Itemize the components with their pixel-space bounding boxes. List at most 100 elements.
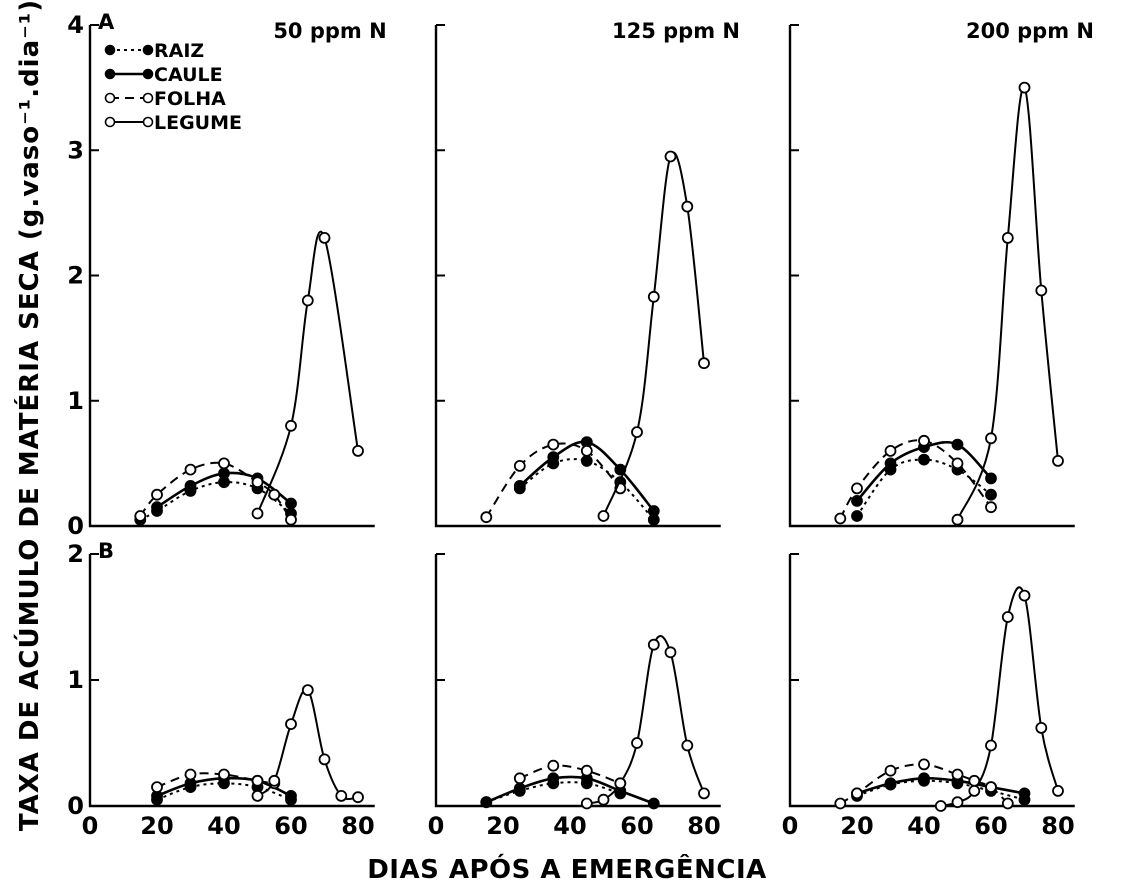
data-point-folha <box>184 463 197 476</box>
data-point-legume <box>268 774 281 787</box>
x-tick-label: 0 <box>82 812 99 840</box>
data-point-legume <box>597 793 610 806</box>
data-point-legume <box>318 753 331 766</box>
series-line-caule <box>485 775 655 805</box>
data-point-caule <box>218 467 230 480</box>
x-tick-label: 20 <box>486 812 519 840</box>
legend-label: CAULE <box>154 64 223 86</box>
data-point-folha <box>547 438 560 451</box>
data-point-caule <box>1018 787 1031 800</box>
data-point-legume <box>1035 284 1048 297</box>
series-line-folha <box>139 461 292 521</box>
series-line-raiz <box>856 458 992 517</box>
y-tick-label: 0 <box>67 792 84 820</box>
data-point-legume <box>934 800 947 812</box>
legend-marker <box>142 44 154 56</box>
axes-a-2: 125 ppm N <box>434 19 740 528</box>
panel-letter-b: B <box>98 539 114 563</box>
panel-a-125-ppm-n <box>480 150 710 526</box>
data-point-legume <box>285 718 297 730</box>
data-point-folha <box>151 781 163 793</box>
column-title: 50 ppm N <box>273 19 386 43</box>
axes-b-3: 0 20 40 60 80 <box>782 553 1075 840</box>
data-point-raiz <box>580 454 593 467</box>
data-point-legume <box>698 787 710 800</box>
x-tick-label: 80 <box>341 812 374 840</box>
y-axis-title-text: TAXA DE ACÚMULO DE MATÉRIA SECA (g.vaso⁻… <box>13 0 45 831</box>
series-line-folha <box>156 772 275 789</box>
axes-a-1: 0 1 2 3 4 A 50 ppm N <box>67 10 386 540</box>
data-point-legume <box>664 646 677 659</box>
y-tick-label: 2 <box>67 540 84 568</box>
y-axis-title: TAXA DE ACÚMULO DE MATÉRIA SECA (g.vaso⁻… <box>13 0 45 831</box>
data-point-folha <box>851 787 863 800</box>
x-tick-label: 40 <box>207 812 240 840</box>
data-point-legume <box>1001 231 1014 244</box>
data-point-legume <box>580 797 593 810</box>
column-title: 125 ppm N <box>612 19 740 43</box>
series-line-legume <box>956 86 1059 521</box>
data-point-folha <box>513 772 526 785</box>
legend-entry-folha: FOLHA <box>104 88 226 110</box>
panel-a-200-ppm-n <box>834 81 1064 526</box>
data-point-legume <box>1052 454 1064 467</box>
legend-entry-raiz: RAIZ <box>104 40 204 62</box>
data-point-legume <box>698 357 710 370</box>
legend-entry-caule: CAULE <box>104 64 223 86</box>
data-point-folha <box>834 512 847 525</box>
data-point-caule <box>647 797 660 810</box>
panel-b-50-ppm-n <box>151 684 364 806</box>
data-point-caule <box>547 451 560 464</box>
data-point-folha <box>851 482 863 495</box>
legend-marker <box>142 92 154 104</box>
series-line-raiz <box>156 782 292 801</box>
x-axis-title: DIAS APÓS A EMERGÊNCIA <box>367 853 767 885</box>
data-point-folha <box>513 459 526 472</box>
data-point-folha <box>951 768 964 781</box>
data-point-folha <box>985 501 997 514</box>
y-tick-label: 0 <box>67 512 84 540</box>
data-point-legume <box>1052 785 1064 797</box>
data-point-legume <box>614 777 627 790</box>
data-point-folha <box>218 457 230 470</box>
x-tick-label: 20 <box>840 812 873 840</box>
data-point-caule <box>547 772 560 785</box>
data-point-caule <box>918 772 930 785</box>
series-line-legume <box>586 635 705 805</box>
data-point-legume <box>985 432 997 445</box>
data-point-legume <box>318 231 331 244</box>
data-point-folha <box>184 768 197 781</box>
data-point-caule <box>285 497 297 510</box>
legend-label: LEGUME <box>154 112 242 134</box>
axes-b-2: 0 20 40 60 80 <box>428 553 721 840</box>
x-tick-label: 40 <box>907 812 940 840</box>
y-tick-label: 3 <box>67 136 84 164</box>
data-point-folha <box>1001 797 1014 810</box>
series-line-legume <box>256 230 359 514</box>
legend-label: RAIZ <box>154 40 204 62</box>
data-point-folha <box>285 513 297 526</box>
data-point-folha <box>918 434 930 447</box>
column-title: 200 ppm N <box>966 19 1094 43</box>
data-point-folha <box>985 781 997 793</box>
data-point-legume <box>951 796 964 809</box>
y-tick-label: 2 <box>67 262 84 290</box>
y-tick-label: 1 <box>67 666 84 694</box>
legend-marker <box>104 68 116 80</box>
x-tick-label: 60 <box>620 812 653 840</box>
x-tick-label: 80 <box>1041 812 1074 840</box>
data-point-folha <box>951 457 964 470</box>
data-point-caule <box>513 479 526 492</box>
legend-marker <box>104 44 116 56</box>
data-point-legume <box>968 785 981 797</box>
data-point-folha <box>251 774 264 787</box>
data-point-legume <box>335 790 348 802</box>
data-point-legume <box>301 294 314 307</box>
panel-b-200-ppm-n <box>834 586 1064 812</box>
series-line-raiz <box>485 781 621 804</box>
data-point-caule <box>884 457 897 470</box>
